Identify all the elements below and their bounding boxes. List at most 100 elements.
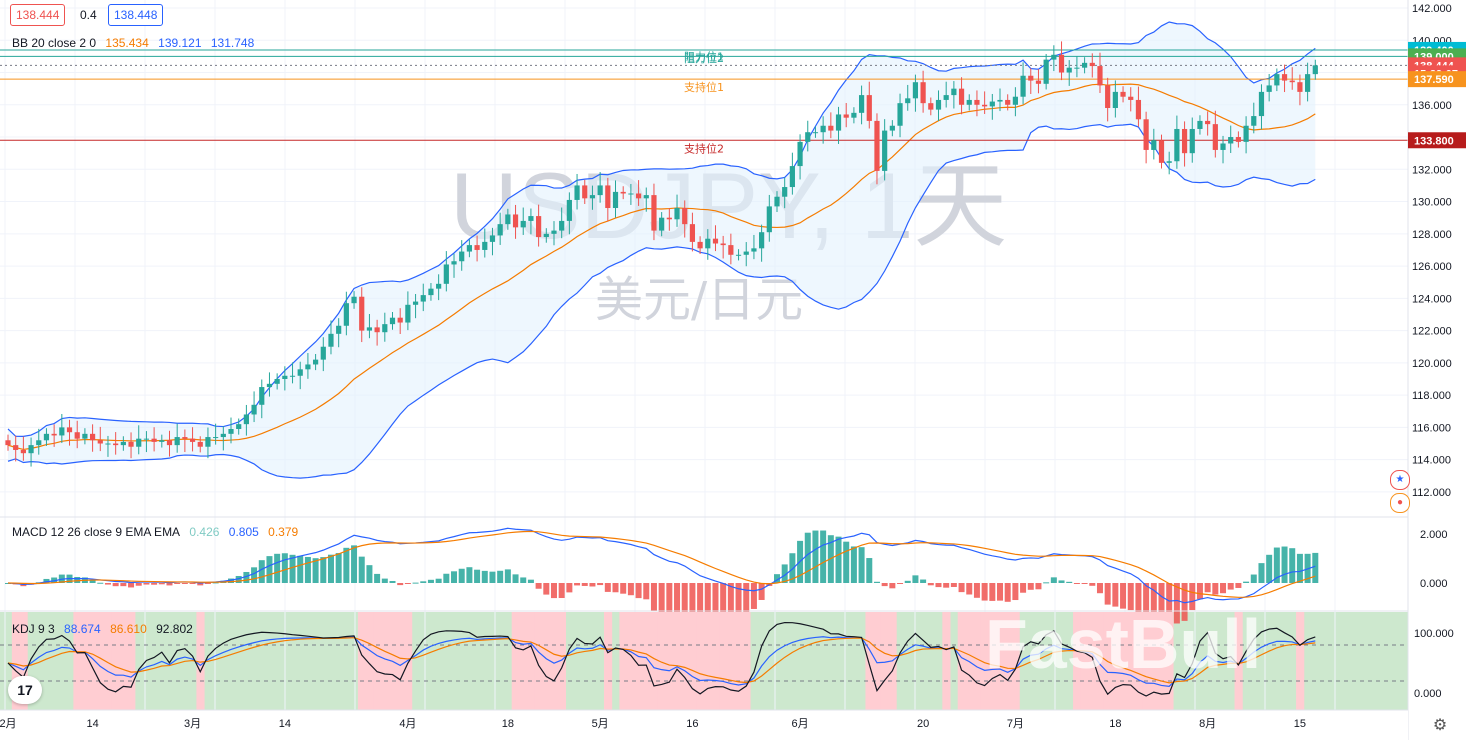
candle-body[interactable] — [1289, 80, 1295, 83]
candle-body[interactable] — [920, 82, 926, 104]
candle-body[interactable] — [989, 101, 995, 107]
macd-legend[interactable]: MACD 12 26 close 9 EMA EMA 0.426 0.805 0… — [12, 525, 304, 539]
candle-body[interactable] — [512, 214, 519, 228]
candle-body[interactable] — [866, 95, 872, 121]
candle-body[interactable] — [174, 437, 180, 446]
candle-body[interactable] — [89, 433, 96, 441]
candle-body[interactable] — [551, 230, 557, 234]
candle-body[interactable] — [958, 88, 965, 105]
candle-body[interactable] — [1020, 75, 1026, 97]
candle-body[interactable] — [251, 404, 257, 415]
candle-body[interactable] — [389, 317, 396, 325]
candle-body[interactable] — [66, 427, 73, 433]
candle-body[interactable] — [1012, 96, 1018, 105]
bid-price-box[interactable]: 138.444 — [10, 4, 66, 26]
candle-body[interactable] — [313, 359, 319, 365]
event-marker-icon[interactable]: ● — [1390, 493, 1410, 513]
candle-body[interactable] — [605, 185, 611, 209]
candle-body[interactable] — [912, 82, 919, 99]
candle-body[interactable] — [1105, 85, 1111, 109]
candle-body[interactable] — [1043, 59, 1049, 84]
candle-body[interactable] — [459, 251, 465, 262]
candle-body[interactable] — [982, 104, 988, 107]
candle-body[interactable] — [1082, 62, 1088, 68]
candle-body[interactable] — [1181, 128, 1188, 154]
candle-body[interactable] — [589, 195, 596, 199]
candle-body[interactable] — [412, 301, 419, 305]
candle-body[interactable] — [659, 217, 665, 231]
candle-body[interactable] — [574, 185, 580, 200]
candle-body[interactable] — [236, 424, 242, 429]
candle-body[interactable] — [289, 375, 296, 377]
candle-body[interactable] — [213, 437, 219, 439]
candle-body[interactable] — [582, 185, 588, 199]
candle-body[interactable] — [1281, 74, 1288, 81]
candle-body[interactable] — [666, 217, 672, 220]
candle-body[interactable] — [682, 208, 688, 225]
candle-body[interactable] — [1074, 67, 1080, 69]
candle-body[interactable] — [205, 437, 211, 447]
candle-body[interactable] — [759, 232, 765, 249]
candle-body[interactable] — [1212, 124, 1218, 150]
candle-body[interactable] — [397, 317, 403, 323]
candle-body[interactable] — [689, 224, 696, 242]
candle-body[interactable] — [320, 346, 326, 360]
candle-body[interactable] — [897, 103, 903, 126]
settings-gear-icon[interactable]: ⚙ — [1432, 717, 1448, 734]
candle-body[interactable] — [382, 324, 388, 333]
candle-body[interactable] — [220, 433, 226, 438]
candle-body[interactable] — [266, 383, 273, 388]
candle-body[interactable] — [1066, 67, 1072, 73]
candle-body[interactable] — [405, 304, 411, 323]
candle-body[interactable] — [858, 95, 865, 113]
bb-legend[interactable]: BB 20 close 2 0 135.434 139.121 131.748 — [12, 36, 260, 50]
candle-body[interactable] — [328, 333, 334, 347]
candle-body[interactable] — [1089, 62, 1095, 67]
candle-body[interactable] — [536, 216, 542, 238]
candle-body[interactable] — [1135, 99, 1142, 120]
candle-body[interactable] — [274, 378, 280, 384]
candle-body[interactable] — [1243, 125, 1249, 142]
candle-body[interactable] — [728, 245, 734, 255]
candle-body[interactable] — [305, 364, 311, 370]
candle-body[interactable] — [43, 433, 50, 441]
candle-body[interactable] — [13, 445, 19, 450]
us-flag-icon[interactable]: ★ — [1390, 470, 1410, 490]
candle-body[interactable] — [566, 199, 572, 221]
candle-body[interactable] — [297, 369, 303, 376]
candle-body[interactable] — [243, 414, 249, 425]
candle-body[interactable] — [420, 295, 426, 302]
candle-body[interactable] — [482, 241, 488, 250]
time-axis[interactable] — [0, 710, 1408, 740]
candle-body[interactable] — [1297, 82, 1303, 92]
candle-body[interactable] — [805, 132, 811, 142]
price-axis[interactable] — [1408, 0, 1468, 710]
candle-body[interactable] — [620, 191, 626, 194]
candle-body[interactable] — [635, 193, 642, 199]
candle-body[interactable] — [97, 440, 103, 444]
candle-body[interactable] — [1128, 96, 1134, 100]
candle-body[interactable] — [889, 125, 895, 131]
candle-body[interactable] — [697, 241, 703, 249]
candle-body[interactable] — [466, 245, 472, 252]
candle-body[interactable] — [597, 185, 603, 196]
candle-body[interactable] — [366, 327, 373, 331]
candle-body[interactable] — [159, 440, 165, 442]
candle-body[interactable] — [197, 441, 203, 447]
candle-body[interactable] — [74, 432, 80, 439]
candle-body[interactable] — [443, 264, 449, 284]
candle-body[interactable] — [436, 283, 442, 289]
candle-body[interactable] — [1258, 91, 1265, 117]
candle-body[interactable] — [828, 125, 834, 131]
candle-body[interactable] — [1228, 137, 1234, 144]
candle-body[interactable] — [428, 288, 434, 296]
candle-body[interactable] — [374, 327, 380, 333]
candle-body[interactable] — [1166, 161, 1172, 163]
candle-body[interactable] — [1097, 66, 1103, 86]
candle-body[interactable] — [505, 214, 511, 225]
candle-body[interactable] — [351, 296, 357, 304]
candle-body[interactable] — [874, 120, 880, 171]
candle-body[interactable] — [128, 441, 134, 447]
candle-body[interactable] — [974, 99, 980, 105]
candle-body[interactable] — [1251, 116, 1257, 126]
